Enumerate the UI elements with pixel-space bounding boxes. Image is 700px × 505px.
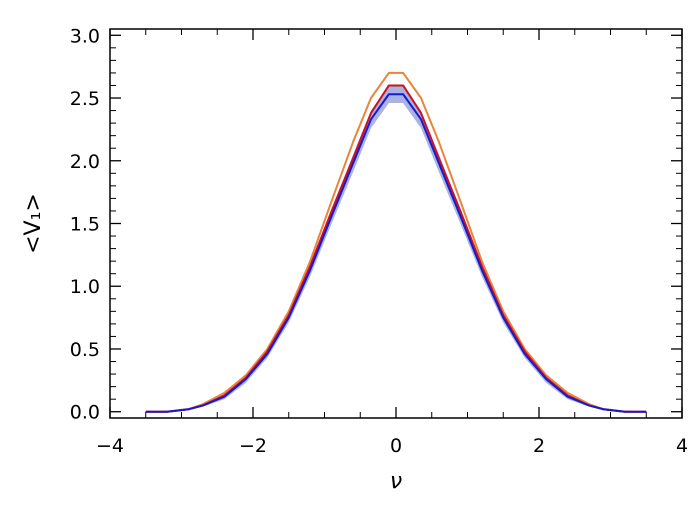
series-0-line xyxy=(145,71,647,413)
confidence-bands xyxy=(145,85,647,412)
y-tick-label: 3.0 xyxy=(70,25,100,47)
axis-tick-labels: −4 −2 0 2 4 0.0 0.5 1.0 1.5 2.0 2.5 3.0 xyxy=(70,25,688,457)
x-tick-label: 0 xyxy=(390,435,402,457)
x-axis-label: ν xyxy=(390,469,402,494)
y-tick-label: 1.0 xyxy=(70,276,100,298)
series-2-band xyxy=(145,85,647,412)
series-lines xyxy=(145,71,647,413)
x-tick-label: 2 xyxy=(533,435,545,457)
x-tick-label: 4 xyxy=(676,435,688,457)
y-tick-label: 2.5 xyxy=(70,88,100,110)
y-tick-label: 2.0 xyxy=(70,151,100,173)
y-tick-label: 1.5 xyxy=(70,214,100,236)
axis-ticks xyxy=(109,29,683,418)
y-axis-label: <V₁> xyxy=(21,193,46,254)
y-tick-label: 0.5 xyxy=(70,339,100,361)
x-tick-label: −4 xyxy=(96,435,124,457)
series-1-line xyxy=(145,84,647,413)
y-tick-label: 0.0 xyxy=(70,402,100,424)
series-2-line xyxy=(145,93,647,413)
x-tick-label: −2 xyxy=(239,435,267,457)
